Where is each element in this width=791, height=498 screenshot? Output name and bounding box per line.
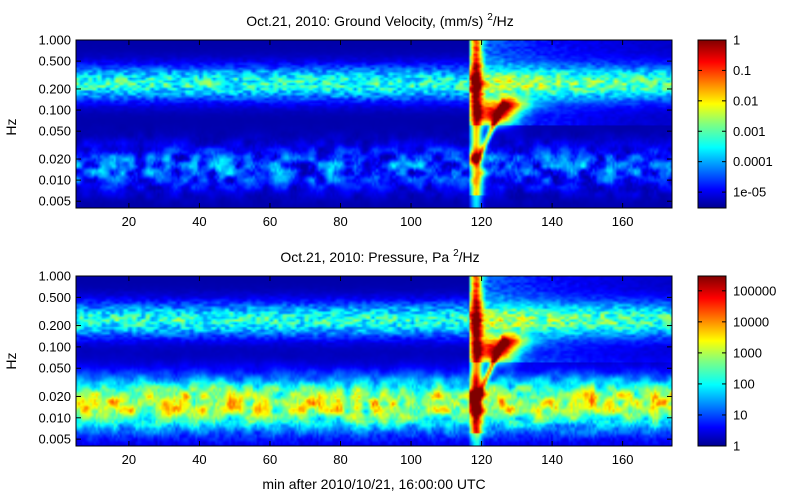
colorbar-tick-label: 0.001 [733, 124, 766, 139]
velocity-panel: Oct.21, 2010: Ground Velocity, (mm/s) 2/… [3, 12, 773, 229]
pressure-spectrogram [76, 276, 672, 446]
colorbar-tick-label: 10 [733, 407, 747, 422]
pressure-panel: Oct.21, 2010: Pressure, Pa 2/Hz Hz 20 40 6… [3, 248, 776, 492]
pressure-xlabel: min after 2010/10/21, 16:00:00 UTC [262, 476, 485, 492]
velocity-plot-frame [75, 39, 673, 209]
pressure-colorbar [697, 275, 727, 447]
pressure-plot-frame [75, 275, 673, 447]
y-tick-label: 1.000 [38, 33, 71, 48]
x-tick-label: 40 [192, 214, 206, 229]
x-tick-label: 80 [333, 452, 347, 467]
x-tick-label: 20 [122, 214, 136, 229]
y-tick-label: 0.200 [38, 81, 71, 96]
colorbar-tick-label: 1 [733, 33, 740, 48]
velocity-axes: 20 40 60 80 100 120 140 160 0.005 0.010 0.020 0.050… [38, 33, 672, 229]
colorbar-tick-label: 100000 [733, 283, 776, 298]
x-tick-label: 100 [400, 214, 422, 229]
y-tick-label: 0.020 [38, 152, 71, 167]
y-tick-label: 0.005 [38, 432, 71, 447]
x-tick-label: 120 [471, 452, 493, 467]
x-tick-label: 60 [263, 452, 277, 467]
x-tick-label: 80 [333, 214, 347, 229]
colorbar-tick-label: 100 [733, 376, 755, 391]
y-tick-label: 0.100 [38, 103, 71, 118]
x-tick-label: 60 [263, 214, 277, 229]
x-tick-label: 120 [471, 214, 493, 229]
y-tick-label: 0.200 [38, 318, 71, 333]
colorbar-tick-label: 0.0001 [733, 154, 773, 169]
colorbar-tick-label: 1000 [733, 345, 762, 360]
y-tick-label: 0.500 [38, 54, 71, 69]
y-tick-label: 0.500 [38, 290, 71, 305]
pressure-axes: 20 40 60 80 100 120 140 160 0.005 0.010 0.020 0.050… [38, 269, 672, 467]
pressure-title: Oct.21, 2010: Pressure, Pa 2/Hz [280, 248, 479, 265]
x-tick-label: 20 [122, 452, 136, 467]
y-tick-label: 0.100 [38, 339, 71, 354]
x-tick-label: 160 [612, 452, 634, 467]
pressure-colorbar-ticks: 100000 10000 1000 100 10 1 [698, 283, 776, 454]
y-tick-label: 0.020 [38, 389, 71, 404]
x-tick-label: 160 [612, 214, 634, 229]
y-tick-label: 0.005 [38, 194, 71, 209]
x-tick-label: 40 [192, 452, 206, 467]
velocity-spectrogram [76, 40, 672, 208]
velocity-colorbar-ticks: 1 0.1 0.01 0.001 0.0001 1e-05 [698, 33, 773, 200]
y-tick-label: 0.050 [38, 124, 71, 139]
pressure-ylabel: Hz [3, 352, 19, 369]
y-tick-label: 1.000 [38, 269, 71, 284]
colorbar-tick-label: 1 [733, 439, 740, 454]
colorbar-tick-label: 0.01 [733, 93, 758, 108]
x-tick-label: 140 [541, 214, 563, 229]
colorbar-tick-label: 1e-05 [733, 185, 766, 200]
velocity-ylabel: Hz [3, 118, 19, 135]
x-tick-label: 140 [541, 452, 563, 467]
y-tick-label: 0.010 [38, 173, 71, 188]
velocity-title: Oct.21, 2010: Ground Velocity, (mm/s) 2/… [246, 12, 514, 29]
velocity-colorbar [697, 39, 727, 209]
x-tick-label: 100 [400, 452, 422, 467]
colorbar-tick-label: 10000 [733, 314, 769, 329]
y-tick-label: 0.050 [38, 361, 71, 376]
y-tick-label: 0.010 [38, 410, 71, 425]
colorbar-tick-label: 0.1 [733, 63, 751, 78]
